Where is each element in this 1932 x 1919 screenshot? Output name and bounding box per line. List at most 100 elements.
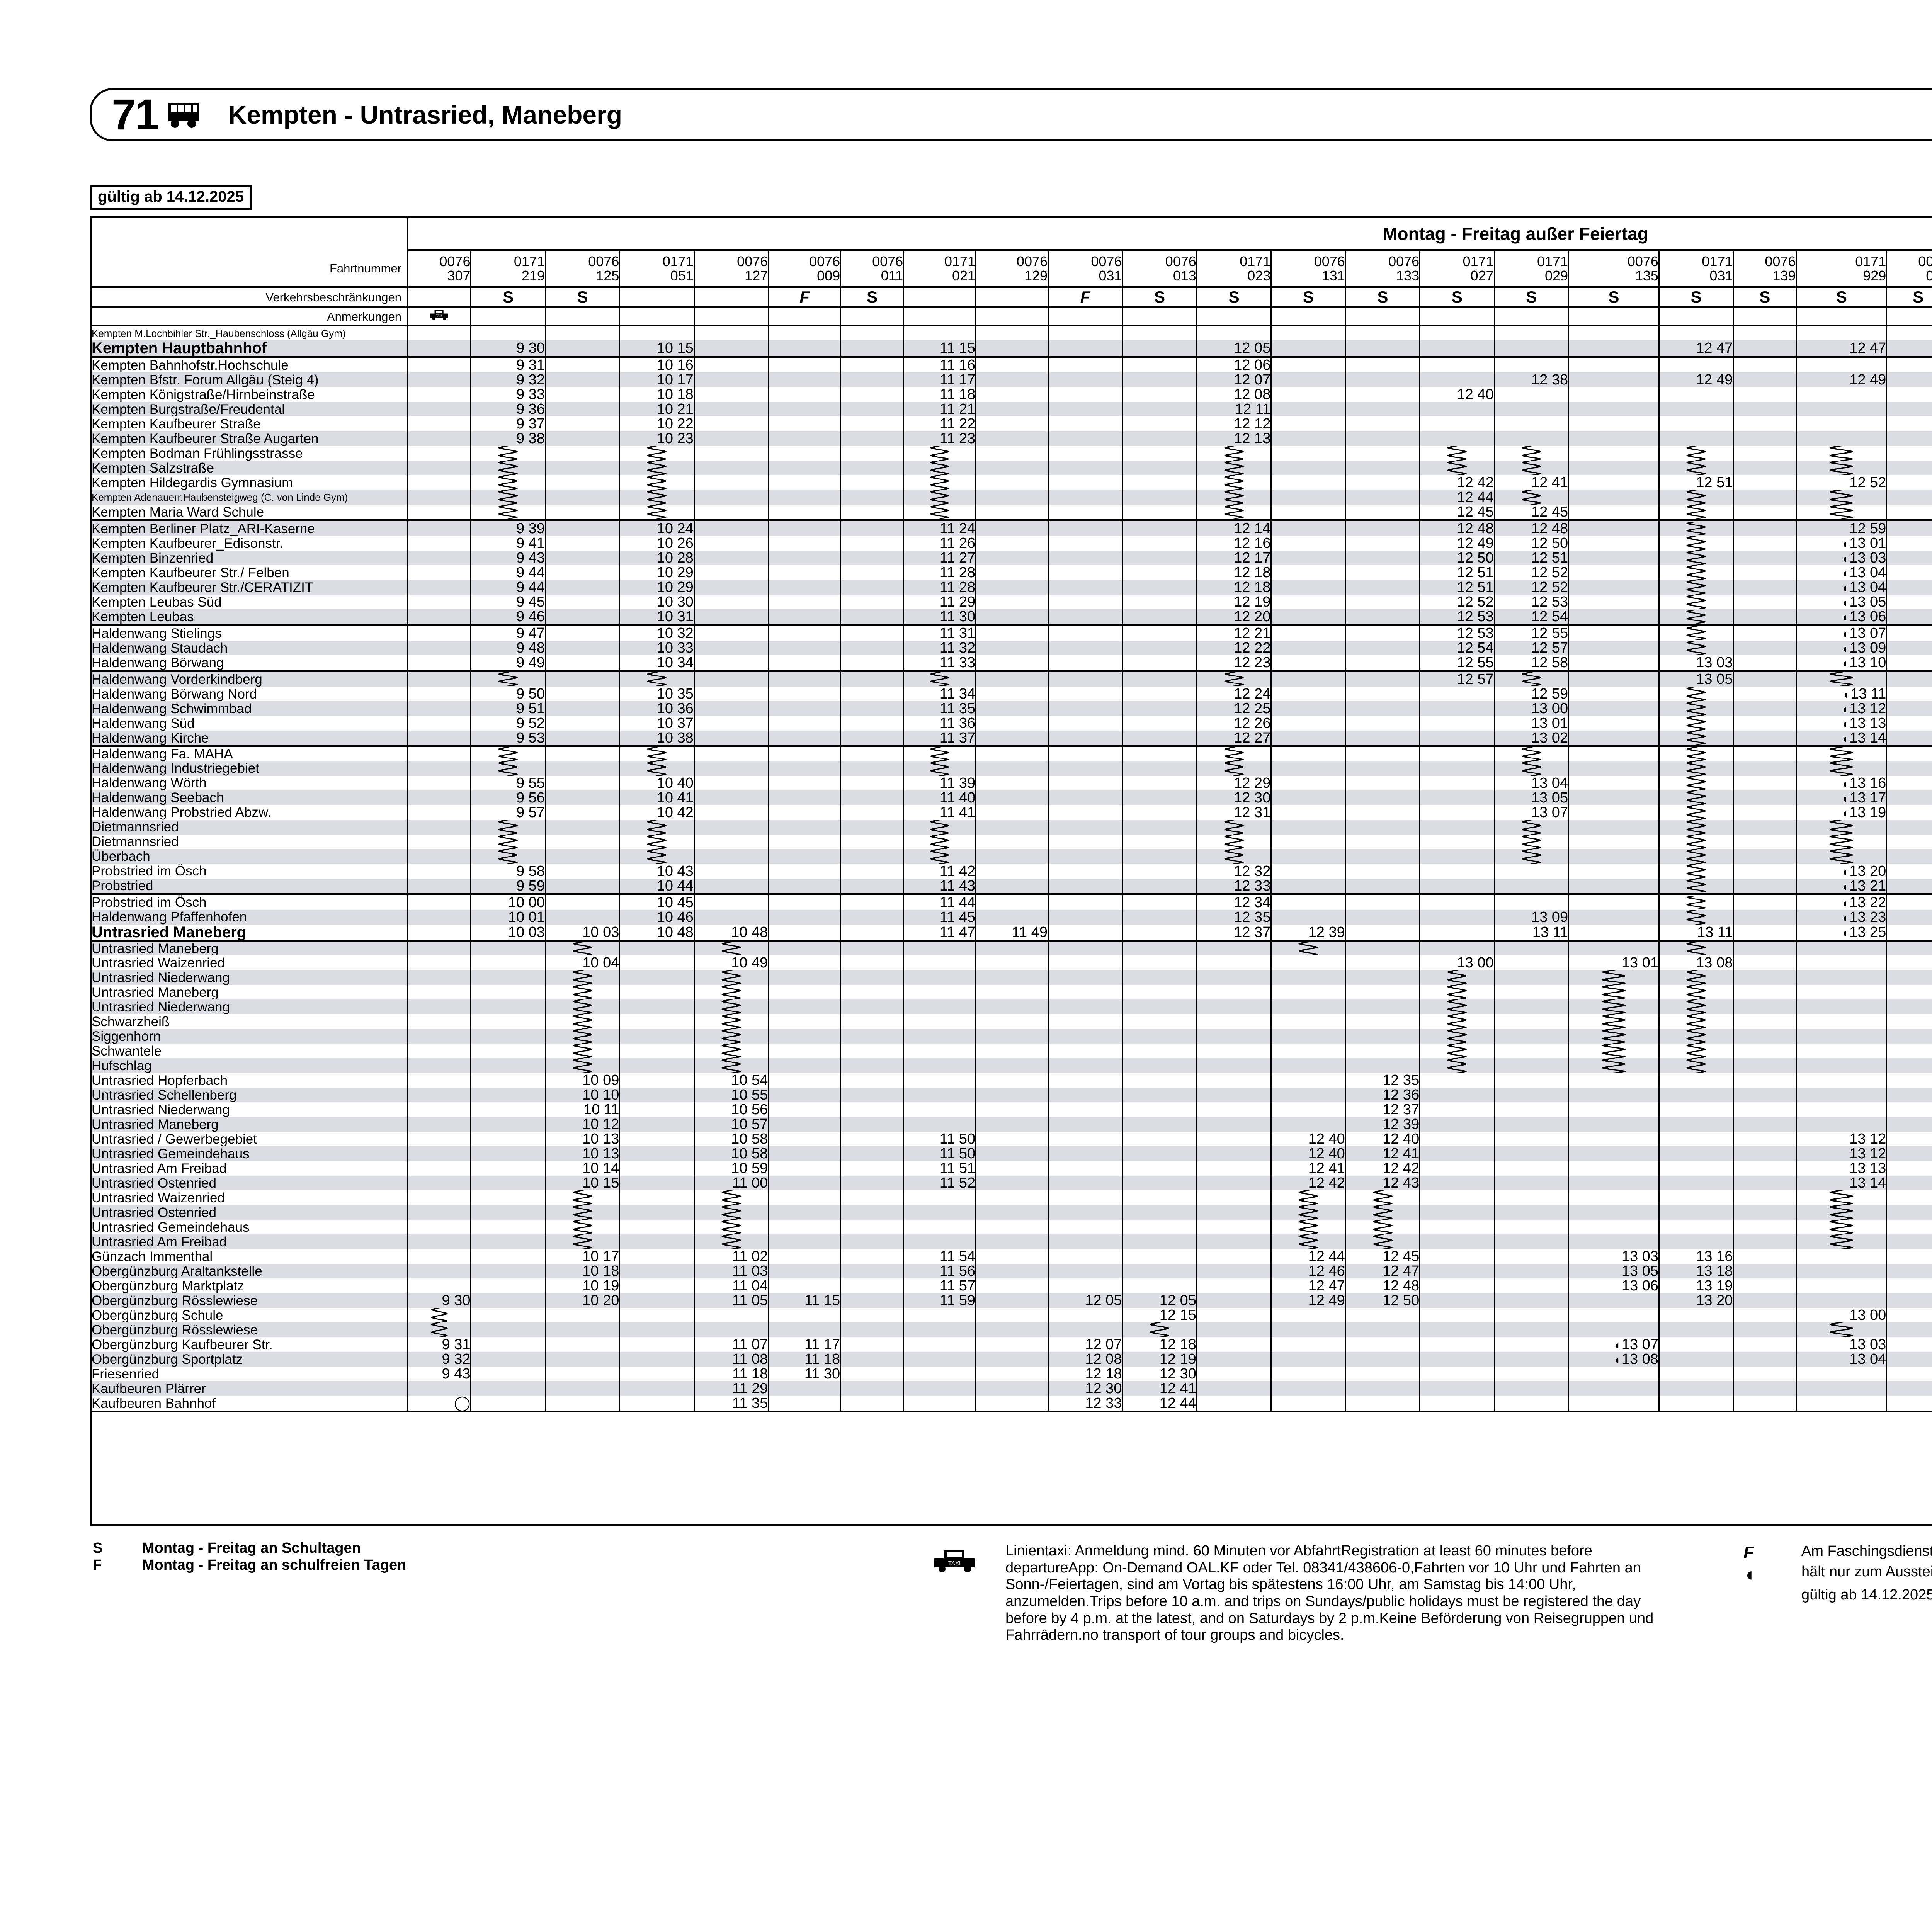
departure-time xyxy=(1568,1220,1659,1234)
trip-number-307[interactable]: 0076 307 xyxy=(407,250,471,288)
legend-restriction-item: F Montag - Freitag an schulfreien Tagen xyxy=(93,1557,518,1574)
trip-number-031[interactable]: 0076 031 xyxy=(1048,250,1122,288)
departure-time xyxy=(1493,431,1569,446)
departure-time xyxy=(693,775,769,790)
trip-number-051[interactable]: 0171 051 xyxy=(619,250,694,288)
trip-number-219[interactable]: 0171 219 xyxy=(470,250,546,288)
stop-name: Kempten Königstraße/Hirnbeinstraße xyxy=(92,387,408,402)
exit-only-icon: ◖ xyxy=(1841,718,1849,731)
departure-time xyxy=(1196,490,1271,505)
departure-time xyxy=(1493,1234,1569,1249)
departure-time xyxy=(768,1073,841,1088)
departure-time xyxy=(407,1264,471,1278)
departure-time xyxy=(975,1190,1048,1205)
departure-time xyxy=(544,863,620,879)
trip-number-125[interactable]: 0076 125 xyxy=(544,250,620,288)
departure-time xyxy=(470,999,546,1014)
departure-time xyxy=(1345,461,1420,475)
timetable-row: Haldenwang Probstried Abzw. 9 57 10 42 11 4… xyxy=(92,805,1932,820)
departure-time: 11 15 xyxy=(768,1293,841,1308)
departure-time: 11 07 xyxy=(693,1337,769,1352)
departure-time xyxy=(975,609,1048,626)
departure-time: 10 03 xyxy=(470,924,546,942)
trip-number-009[interactable]: 0076 009 xyxy=(768,250,841,288)
trip-number-135[interactable]: 0076 135 xyxy=(1568,250,1659,288)
departure-time xyxy=(840,372,904,387)
departure-time xyxy=(1122,565,1197,580)
trip-number-027[interactable]: 0171 027 xyxy=(1419,250,1495,288)
timetable-row: Günzach Immenthal 10 17 11 02 11 54 12 44 12 … xyxy=(92,1249,1932,1264)
trip-number-013[interactable]: 0076 013 xyxy=(1122,250,1197,288)
departure-time xyxy=(1568,805,1659,820)
departure-time: 12 30 xyxy=(1122,1367,1197,1381)
departure-time xyxy=(407,1044,471,1058)
trip-number-023[interactable]: 0171 023 xyxy=(1196,250,1271,288)
departure-time xyxy=(1345,999,1420,1014)
departure-time xyxy=(1733,1337,1796,1352)
trip-number-031[interactable]: 0171 031 xyxy=(1658,250,1733,288)
departure-time xyxy=(693,625,769,641)
departure-time: 12 47 xyxy=(1658,340,1733,358)
departure-time xyxy=(1419,1117,1495,1132)
departure-time xyxy=(1122,716,1197,731)
trip-number-011[interactable]: 0076 011 xyxy=(840,250,904,288)
departure-time xyxy=(1122,1014,1197,1029)
departure-time xyxy=(903,446,976,461)
departure-time xyxy=(1733,805,1796,820)
departure-time xyxy=(693,970,769,985)
departure-time xyxy=(1568,1058,1659,1073)
departure-time xyxy=(1122,372,1197,387)
departure-time xyxy=(1886,536,1932,551)
departure-time xyxy=(1270,1308,1346,1322)
departure-time xyxy=(1345,1014,1420,1029)
departure-time: ◖13 10 xyxy=(1796,655,1887,672)
trip-number-029[interactable]: 0171 029 xyxy=(1493,250,1569,288)
departure-time xyxy=(1733,475,1796,490)
departure-time xyxy=(1568,387,1659,402)
departure-time: 12 59 xyxy=(1796,520,1887,536)
restriction-129 xyxy=(975,287,1048,308)
departure-time: 12 05 xyxy=(1048,1293,1122,1308)
departure-time xyxy=(1796,1117,1887,1132)
departure-time xyxy=(903,970,976,985)
trip-number-133[interactable]: 0076 133 xyxy=(1345,250,1420,288)
trip-number-015[interactable]: 0076015 xyxy=(1886,250,1932,288)
departure-time xyxy=(1419,416,1495,431)
departure-time xyxy=(768,924,841,942)
departure-time xyxy=(1796,1058,1887,1073)
departure-time: 10 56 xyxy=(693,1102,769,1117)
departure-time: 11 33 xyxy=(903,655,976,672)
departure-time xyxy=(407,775,471,790)
departure-time xyxy=(693,701,769,716)
departure-time xyxy=(903,326,976,340)
departure-time xyxy=(1122,387,1197,402)
trip-number-127[interactable]: 0076 127 xyxy=(693,250,769,288)
departure-time: 13 07 xyxy=(1493,805,1569,820)
departure-time xyxy=(1048,1044,1122,1058)
departure-time xyxy=(1886,834,1932,849)
departure-time xyxy=(1419,1249,1495,1264)
departure-time xyxy=(1048,536,1122,551)
trip-number-929[interactable]: 0171 929 xyxy=(1796,250,1887,288)
departure-time: 12 31 xyxy=(1196,805,1271,820)
departure-time: 10 49 xyxy=(693,955,769,970)
trip-number-129[interactable]: 0076 129 xyxy=(975,250,1048,288)
departure-time xyxy=(693,536,769,551)
departure-time xyxy=(1886,1117,1932,1132)
departure-time xyxy=(1345,687,1420,701)
exit-only-icon: ◖ xyxy=(1841,611,1849,624)
departure-time: 12 38 xyxy=(1493,372,1569,387)
departure-time xyxy=(1122,402,1197,416)
departure-time xyxy=(544,490,620,505)
departure-time xyxy=(619,970,694,985)
trip-number-021[interactable]: 0171 021 xyxy=(903,250,976,288)
departure-time xyxy=(693,446,769,461)
departure-time: 12 53 xyxy=(1419,609,1495,626)
departure-time xyxy=(1196,671,1271,687)
departure-time xyxy=(975,761,1048,776)
departure-time xyxy=(1196,955,1271,970)
departure-time: 10 09 xyxy=(544,1073,620,1088)
trip-number-139[interactable]: 0076 139 xyxy=(1733,250,1796,288)
departure-time xyxy=(840,775,904,790)
trip-number-131[interactable]: 0076 131 xyxy=(1270,250,1346,288)
